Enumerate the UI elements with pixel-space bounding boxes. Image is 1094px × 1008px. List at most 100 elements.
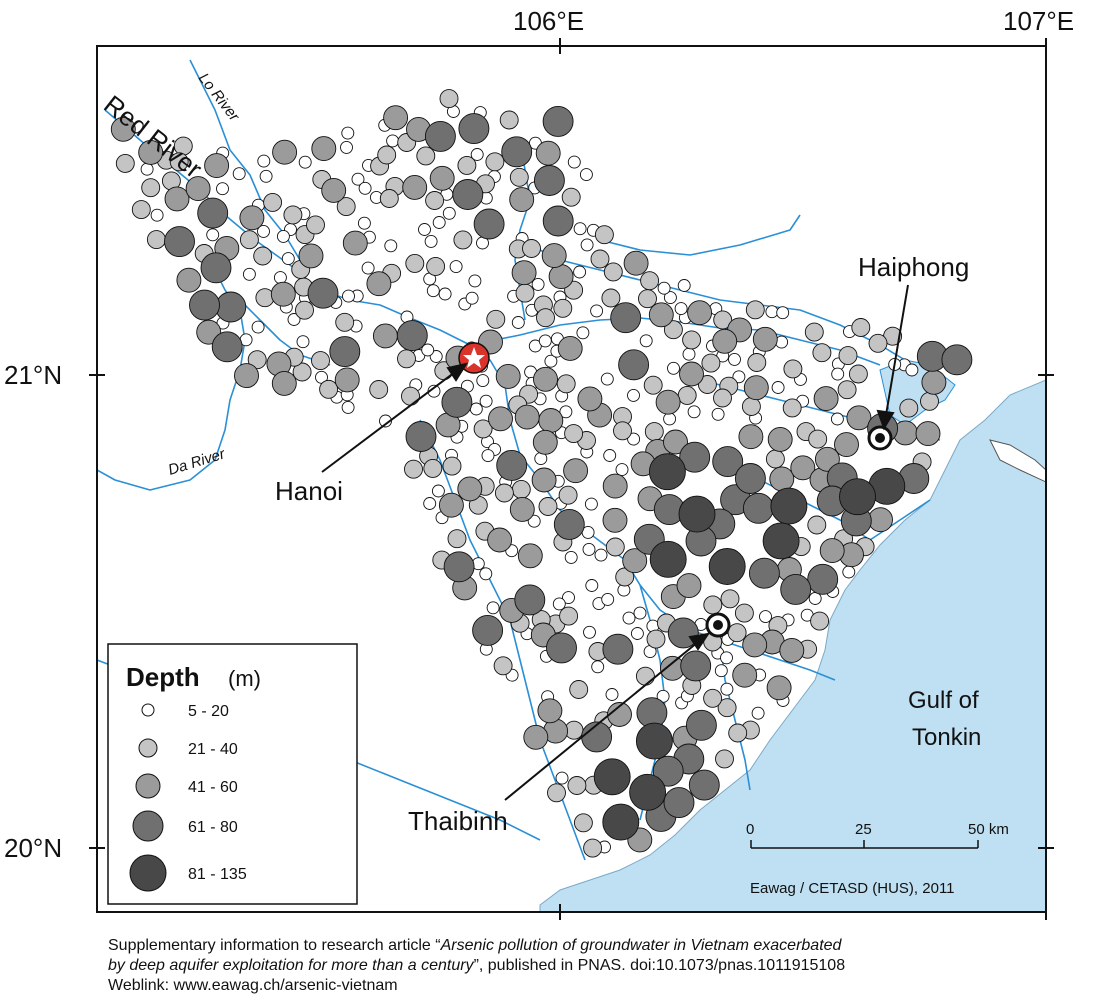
well-point bbox=[532, 429, 558, 455]
eastern-tributary-1 bbox=[599, 214, 801, 256]
scale-bar bbox=[750, 840, 979, 849]
well-point bbox=[479, 394, 493, 408]
well-point bbox=[561, 187, 581, 207]
well-point bbox=[431, 484, 445, 498]
well-point bbox=[342, 289, 355, 303]
well-point bbox=[601, 288, 621, 308]
haiphong-arrow bbox=[885, 284, 909, 416]
gulf-label-line2: Tonkin bbox=[912, 724, 981, 751]
well-point bbox=[358, 181, 372, 195]
well-point bbox=[295, 300, 314, 320]
well-point bbox=[443, 551, 475, 583]
well-point bbox=[334, 367, 360, 393]
well-point bbox=[703, 688, 723, 708]
well-point bbox=[842, 565, 856, 579]
well-point bbox=[340, 140, 353, 154]
well-point bbox=[511, 316, 525, 329]
da-river-line bbox=[97, 249, 246, 491]
thaibinh-arrow bbox=[504, 641, 699, 801]
well-point bbox=[602, 633, 634, 665]
well-points-layer bbox=[110, 89, 973, 858]
well-point bbox=[679, 441, 711, 473]
well-point bbox=[748, 557, 780, 589]
gulf-label-line1: Gulf of bbox=[908, 687, 979, 714]
well-point bbox=[635, 666, 655, 686]
well-point bbox=[523, 724, 549, 750]
footer-weblink[interactable]: Weblink: www.eawag.ch/arsenic-vietnam bbox=[108, 977, 398, 994]
well-point bbox=[732, 662, 758, 688]
well-point bbox=[677, 385, 697, 405]
thaibinh-arrowhead bbox=[688, 632, 711, 651]
well-point bbox=[603, 449, 617, 462]
well-point bbox=[915, 421, 941, 447]
thaibinh-marker bbox=[705, 612, 731, 638]
well-point bbox=[941, 344, 973, 376]
well-point bbox=[511, 479, 531, 499]
footer-title-line2: by deep aquifer exploitation for more th… bbox=[108, 957, 474, 974]
well-point bbox=[426, 284, 440, 298]
well-point bbox=[732, 370, 746, 384]
well-point bbox=[215, 291, 247, 323]
well-point bbox=[742, 632, 768, 658]
well-point bbox=[663, 787, 695, 819]
well-point bbox=[273, 271, 287, 285]
well-point bbox=[623, 250, 649, 276]
legend-title: Depth bbox=[126, 662, 200, 692]
well-point bbox=[679, 361, 704, 387]
well-point bbox=[579, 168, 593, 182]
well-point bbox=[140, 162, 154, 176]
well-point bbox=[257, 224, 270, 238]
well-point bbox=[438, 287, 452, 301]
graticule-ticks bbox=[89, 38, 1054, 920]
well-point bbox=[234, 363, 259, 389]
well-point bbox=[509, 187, 535, 213]
scale-tick-25: 25 bbox=[855, 821, 872, 838]
well-point bbox=[601, 592, 615, 606]
well-point bbox=[720, 651, 733, 665]
legend-symbol-1 bbox=[141, 703, 155, 717]
well-point bbox=[613, 421, 632, 441]
well-point bbox=[357, 216, 371, 230]
well-point bbox=[401, 386, 420, 406]
well-point bbox=[727, 623, 747, 643]
well-point bbox=[402, 174, 428, 200]
footer-line-1: Supplementary information to research ar… bbox=[108, 936, 1068, 956]
well-point bbox=[404, 459, 423, 479]
well-point bbox=[531, 467, 557, 493]
well-point bbox=[766, 675, 792, 701]
well-point bbox=[542, 105, 574, 137]
well-point bbox=[585, 579, 599, 592]
well-point bbox=[734, 463, 766, 494]
well-point bbox=[762, 522, 800, 560]
footer-citation: Supplementary information to research ar… bbox=[108, 936, 1068, 996]
well-point bbox=[384, 239, 398, 253]
well-point bbox=[605, 537, 625, 557]
well-point bbox=[703, 595, 723, 615]
well-point bbox=[251, 320, 265, 334]
well-point bbox=[372, 323, 398, 349]
northwest-tributary bbox=[239, 299, 331, 366]
well-point bbox=[457, 155, 477, 175]
well-point bbox=[452, 179, 484, 210]
well-point bbox=[771, 381, 785, 394]
offshore-island bbox=[989, 439, 1046, 483]
well-point bbox=[663, 429, 688, 455]
gulf-of-tonkin-water bbox=[539, 379, 1046, 912]
well-point bbox=[830, 412, 844, 426]
well-point bbox=[868, 333, 888, 353]
well-point bbox=[819, 538, 845, 564]
well-point bbox=[573, 813, 593, 833]
well-point bbox=[146, 230, 166, 250]
map-frame bbox=[96, 45, 1047, 913]
well-point bbox=[441, 386, 473, 418]
well-point bbox=[141, 178, 161, 198]
well-point bbox=[538, 334, 552, 348]
well-point bbox=[711, 407, 725, 421]
well-point bbox=[639, 334, 653, 348]
well-point bbox=[627, 432, 641, 446]
well-point bbox=[715, 749, 734, 769]
well-point bbox=[610, 302, 642, 334]
well-point bbox=[584, 497, 598, 511]
well-point bbox=[602, 803, 640, 841]
well-point bbox=[713, 310, 733, 330]
